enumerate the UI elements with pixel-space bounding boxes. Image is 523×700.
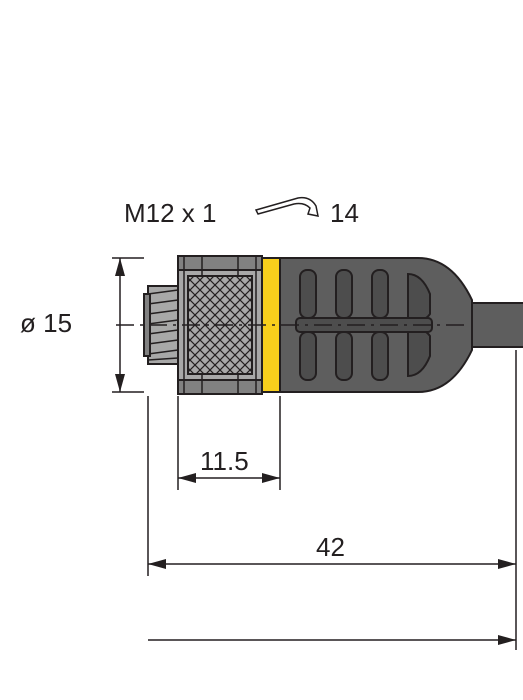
label-wrench: 14 [330,198,359,228]
label-diameter: ø 15 [20,308,72,338]
wrench-icon [256,198,318,216]
connector-drawing: ø 15 M12 x 1 14 11.5 42 [0,0,523,700]
label-thread: M12 x 1 [124,198,217,228]
label-total-length: 42 [316,532,345,562]
label-nut-length: 11.5 [200,446,249,476]
